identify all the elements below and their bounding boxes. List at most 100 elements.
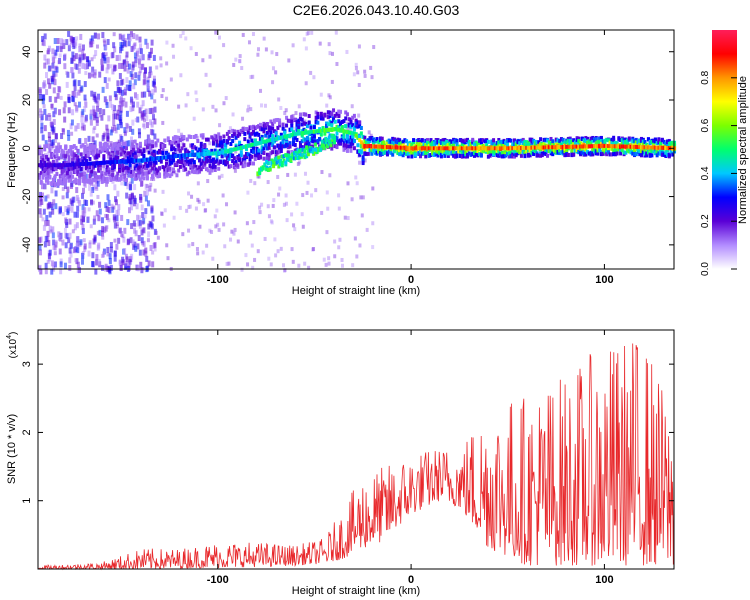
spectrogram-cell: [309, 132, 313, 137]
spectrogram-ridge-cell: [380, 144, 384, 149]
spectrogram-cell: [208, 154, 212, 159]
spectrogram-ridge-cell: [596, 144, 600, 149]
spectrogram-cell: [387, 142, 391, 147]
spectrogram-cell: [309, 70, 313, 75]
spectrogram-cell: [303, 261, 307, 266]
spectrogram-cell: [572, 141, 576, 146]
spectrogram-cell: [68, 257, 72, 264]
spectrogram-cell: [39, 160, 43, 165]
spectrogram-cell: [269, 262, 273, 267]
spectrogram-cell: [151, 111, 155, 116]
spectrogram-cell: [137, 170, 141, 175]
spectrogram-cell: [352, 72, 356, 77]
spectrogram-cell: [366, 151, 370, 156]
spectrogram-cell: [67, 204, 71, 211]
spectrogram-cell: [119, 95, 123, 102]
spectrogram-ridge-cell: [659, 145, 663, 150]
spectrogram-cell: [608, 138, 612, 143]
spectrogram-cell: [493, 150, 497, 155]
spectrogram-cell: [626, 142, 630, 147]
spectrogram-cell: [497, 140, 501, 145]
spectrogram-cell: [373, 149, 377, 154]
spectrogram-cell: [441, 149, 445, 154]
spectrogram-cell: [250, 149, 254, 154]
spectrogram-cell: [303, 171, 307, 176]
spectrogram-cell: [161, 88, 165, 93]
spectrogram-cell: [322, 146, 326, 151]
spectrogram-cell: [54, 138, 58, 143]
spectrogram-cell: [54, 190, 58, 197]
spectrogram-cell: [631, 151, 635, 156]
spectrogram-cell: [95, 259, 99, 266]
spectrogram-cell: [119, 106, 123, 113]
spectrogram-cell: [72, 155, 76, 160]
spectrogram-cell: [302, 112, 306, 117]
spectrogram-cell: [478, 138, 482, 143]
spectrogram-ridge-cell: [485, 146, 489, 151]
spectrogram-cell: [189, 143, 193, 148]
spectrogram-ridge-cell: [300, 131, 304, 136]
spectrogram-cell: [312, 247, 316, 252]
spectrogram-cell: [432, 152, 436, 157]
snr-ylabel: SNR (10 * v/v): [6, 414, 18, 484]
spectrogram-cell: [335, 111, 339, 116]
spectrogram-cell: [650, 153, 654, 158]
spectrogram-cell: [184, 103, 188, 108]
spectrogram-cell: [83, 81, 87, 88]
spectrogram-ridge-cell: [561, 144, 565, 149]
spectrogram-cell: [201, 58, 205, 63]
spectrogram-ridge-cell: [342, 129, 346, 134]
spectrogram-cell: [460, 154, 464, 159]
spectrogram-cell: [507, 148, 511, 153]
spectrogram-ridge-cell: [119, 159, 123, 164]
spectrogram-cell: [488, 150, 492, 155]
spectrogram-cell: [57, 142, 61, 149]
spectrogram-cell: [151, 215, 155, 222]
spectrogram-cell: [356, 143, 360, 148]
spectrogram-cell: [276, 143, 280, 148]
spectrogram-cell: [119, 122, 123, 129]
spectrogram-cell: [502, 139, 506, 144]
spectrogram-cell: [401, 148, 405, 153]
spectrogram-cell: [72, 165, 76, 170]
spectrogram-cell: [213, 148, 217, 153]
spectrogram-cell: [178, 205, 182, 210]
spectrogram-cell: [73, 102, 77, 107]
spectrogram-cell: [138, 55, 142, 62]
spectrogram-cell: [206, 198, 210, 203]
spectrogram-cell: [80, 62, 84, 69]
spectrogram-cell: [218, 135, 222, 140]
spectrogram-cell: [43, 144, 47, 149]
spectrogram-cell: [119, 79, 123, 86]
spectrogram-cell: [429, 138, 433, 143]
spectrogram-cell: [181, 30, 185, 35]
spectrogram-cell: [83, 151, 87, 156]
spectrogram-cell: [188, 204, 192, 209]
spectrogram-cell: [173, 140, 177, 145]
spectrogram-cell: [335, 61, 339, 66]
spectrogram-ridge-cell: [224, 149, 228, 154]
spectrogram-ridge-cell: [459, 146, 463, 151]
spectrogram-ridge-cell: [194, 152, 198, 157]
spectrogram-cell: [392, 137, 396, 142]
spectrogram-cell: [159, 63, 163, 68]
spectrogram-ridge-cell: [452, 146, 456, 151]
spectrogram-cell: [285, 123, 289, 128]
spectrogram-cell: [271, 80, 275, 85]
spectrogram-cell: [120, 231, 124, 238]
spectrogram-cell: [403, 138, 407, 143]
spectrogram-cell: [340, 125, 344, 130]
spectrogram-cell: [502, 154, 506, 159]
spectrogram-cell: [76, 247, 80, 254]
spectrogram-ridge-cell: [95, 161, 99, 166]
spectrogram-ridge-cell: [325, 128, 329, 133]
spectrogram-cell: [199, 148, 203, 153]
spectrogram-cell: [234, 149, 238, 154]
spectrogram-cell: [54, 241, 58, 248]
spectrogram-ridge-cell: [523, 145, 527, 150]
spectrogram-cell: [130, 253, 134, 260]
spectrogram-cell: [277, 155, 281, 160]
spectrogram-cell: [94, 97, 98, 104]
spectrogram-ridge-cell: [205, 151, 209, 156]
spectrogram-cell: [344, 146, 348, 151]
